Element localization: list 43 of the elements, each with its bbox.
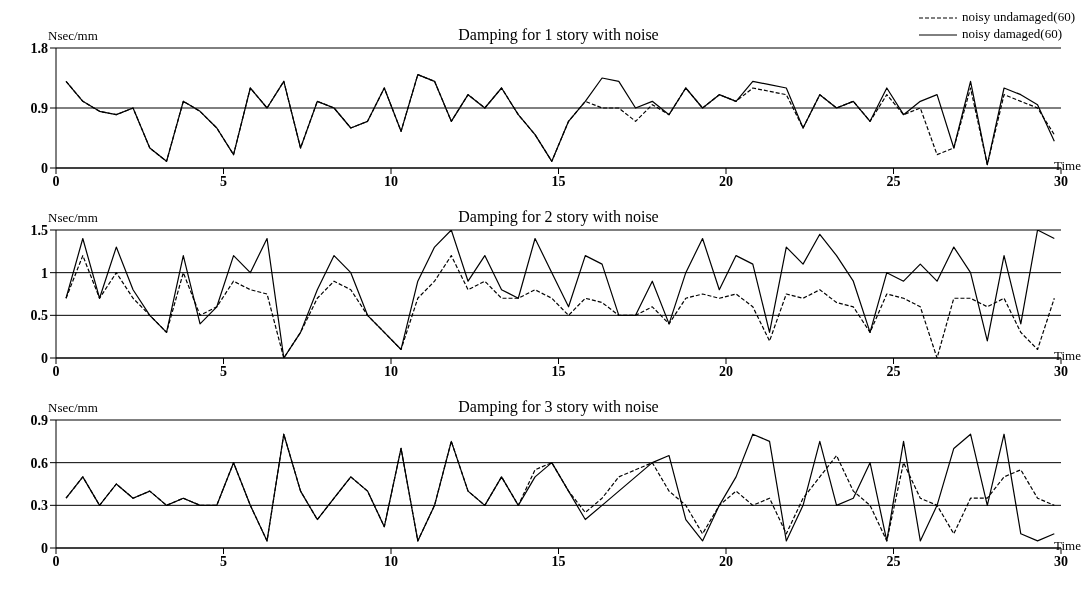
y-tick-label: 0.3 <box>30 498 48 514</box>
x-tick-label: 5 <box>220 553 227 569</box>
x-tick-label: 25 <box>886 363 901 379</box>
x-tick-label: 15 <box>551 363 566 379</box>
x-tick-label: 0 <box>52 553 60 569</box>
x-tick-label: 10 <box>384 553 398 569</box>
chart-title: Damping for 3 story with noise <box>458 398 659 415</box>
x-tick-label: 20 <box>719 363 733 379</box>
y-tick-label: 0.9 <box>30 412 48 428</box>
legend-label: noisy damaged(60) <box>961 25 1062 42</box>
x-axis-title: Time <box>1054 158 1081 174</box>
y-axis-title: Nsec/mm <box>48 400 98 416</box>
chart-title: Damping for 2 story with noise <box>458 208 659 225</box>
x-tick-label: 10 <box>384 363 398 379</box>
x-tick-label: 15 <box>551 173 566 189</box>
y-tick-label: 0.9 <box>30 100 48 116</box>
x-tick-label: 0 <box>52 363 60 379</box>
y-tick-label: 0.6 <box>30 455 48 471</box>
y-tick-label: 0.5 <box>30 308 48 324</box>
x-tick-label: 30 <box>1054 553 1068 569</box>
y-tick-label: 1.5 <box>30 222 48 238</box>
y-tick-label: 1 <box>41 265 48 281</box>
x-tick-label: 5 <box>220 173 227 189</box>
x-tick-label: 20 <box>719 553 733 569</box>
x-tick-label: 25 <box>886 553 901 569</box>
x-tick-label: 30 <box>1054 173 1068 189</box>
y-tick-label: 0 <box>41 160 48 176</box>
x-tick-label: 10 <box>384 173 398 189</box>
y-tick-label: 0 <box>41 540 48 556</box>
y-axis-title: Nsec/mm <box>48 210 98 226</box>
y-tick-label: 1.8 <box>30 40 48 56</box>
x-tick-label: 30 <box>1054 363 1068 379</box>
chart-title: Damping for 1 story with noise <box>458 26 659 43</box>
x-axis-title: Time <box>1054 348 1081 364</box>
x-tick-label: 5 <box>220 363 227 379</box>
legend-label: noisy undamaged(60) <box>961 8 1075 25</box>
y-tick-label: 0 <box>41 350 48 366</box>
x-tick-label: 20 <box>719 173 733 189</box>
x-tick-label: 25 <box>886 173 901 189</box>
x-tick-label: 0 <box>52 173 60 189</box>
y-axis-title: Nsec/mm <box>48 28 98 44</box>
x-tick-label: 15 <box>551 553 566 569</box>
x-axis-title: Time <box>1054 538 1081 554</box>
